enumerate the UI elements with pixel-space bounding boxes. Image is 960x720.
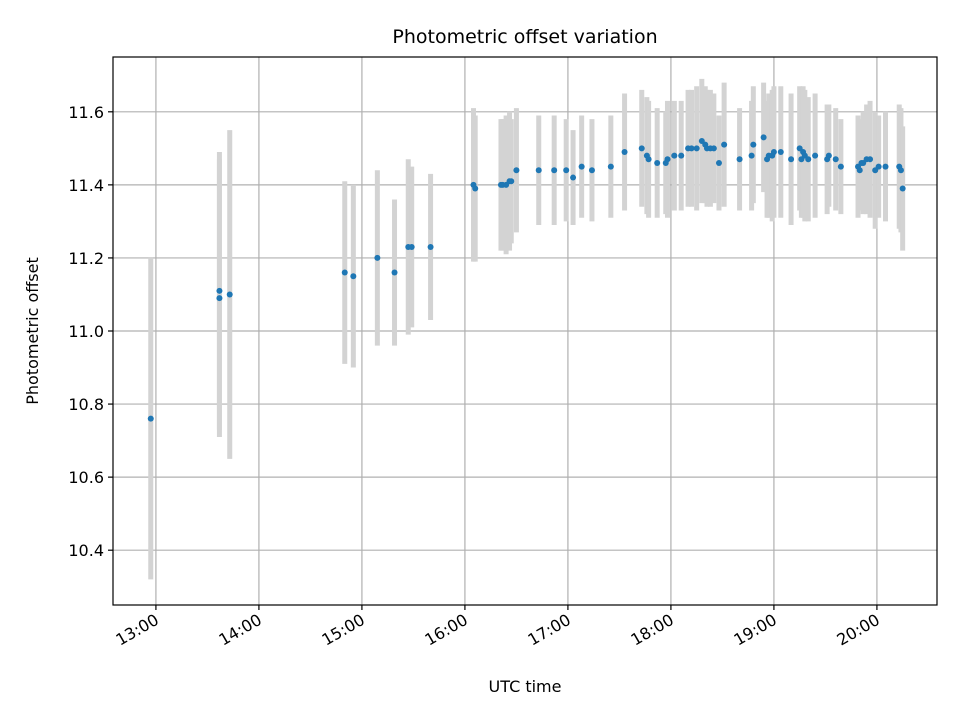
y-tick-label: 11.0	[68, 322, 104, 341]
data-point	[678, 152, 685, 159]
data-point	[588, 167, 595, 174]
data-point	[770, 148, 777, 155]
data-point	[882, 163, 889, 170]
data-point	[508, 178, 515, 185]
data-point	[147, 415, 154, 422]
data-point	[777, 148, 784, 155]
data-point	[341, 269, 348, 276]
data-point	[621, 148, 628, 155]
data-point	[374, 254, 381, 261]
data-point	[226, 291, 233, 298]
data-point	[513, 167, 520, 174]
data-point	[788, 156, 795, 163]
y-tick-label: 10.8	[68, 395, 104, 414]
y-tick-label: 11.2	[68, 249, 104, 268]
data-point	[693, 145, 700, 152]
data-point	[645, 156, 652, 163]
data-point	[899, 185, 906, 192]
data-point	[837, 163, 844, 170]
data-point	[671, 152, 678, 159]
data-point	[350, 273, 357, 280]
data-point	[736, 156, 743, 163]
y-tick-label: 10.4	[68, 541, 104, 560]
data-point	[748, 152, 755, 159]
y-axis-label: Photometric offset	[23, 257, 42, 405]
y-tick-label: 10.6	[68, 468, 104, 487]
data-point	[875, 163, 882, 170]
data-point	[664, 156, 671, 163]
data-point	[812, 152, 819, 159]
data-point	[654, 159, 661, 166]
data-point	[472, 185, 479, 192]
data-point	[216, 287, 223, 294]
data-point	[607, 163, 614, 170]
data-point	[216, 295, 223, 302]
data-point	[721, 141, 728, 148]
data-point	[427, 243, 434, 250]
x-axis-label: UTC time	[489, 677, 562, 696]
y-tick-label: 11.6	[68, 103, 104, 122]
data-points	[147, 134, 906, 422]
data-point	[805, 156, 812, 163]
data-point	[570, 174, 577, 181]
chart-title: Photometric offset variation	[392, 26, 657, 48]
data-point	[825, 152, 832, 159]
data-point	[563, 167, 570, 174]
data-point	[897, 167, 904, 174]
data-point	[688, 145, 695, 152]
data-point	[760, 134, 767, 141]
data-point	[638, 145, 645, 152]
data-point	[551, 167, 558, 174]
data-point	[391, 269, 398, 276]
data-point	[408, 243, 415, 250]
data-point	[832, 156, 839, 163]
data-point	[750, 141, 757, 148]
data-point	[715, 159, 722, 166]
data-point	[867, 156, 874, 163]
data-point	[535, 167, 542, 174]
data-point	[578, 163, 585, 170]
data-point	[856, 167, 863, 174]
y-tick-label: 11.4	[68, 176, 104, 195]
data-point	[710, 145, 717, 152]
